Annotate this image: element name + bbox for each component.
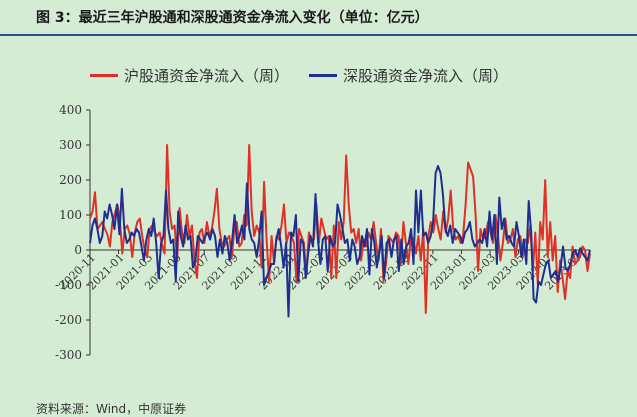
series-line-sz [89,165,591,318]
legend-label-sh: 沪股通资金净流入（周） [124,66,290,85]
legend-item-sh: 沪股通资金净流入（周） [90,65,289,86]
legend-swatch-sz [309,73,338,77]
chart-legend: 沪股通资金净流入（周） 深股通资金净流入（周） [90,64,528,86]
y-tick-label: 0 [74,243,82,257]
legend-item-sz: 深股通资金净流入（周） [309,65,508,86]
y-tick-label: 200 [59,173,82,187]
legend-swatch-sh [90,73,118,77]
chart-series [89,144,591,318]
legend-label-sz: 深股通资金净流入（周） [343,66,509,85]
y-tick-label: -300 [55,348,82,362]
y-tick-label: 100 [59,208,82,222]
page-title: 图 3：最近三年沪股通和深股通资金净流入变化（单位：亿元） [36,10,429,26]
y-tick-label: 300 [59,138,82,152]
source-note: 资料来源：Wind，中原证券 [36,402,187,416]
y-tick-label: 400 [59,103,82,117]
title-bar: 图 3：最近三年沪股通和深股通资金净流入变化（单位：亿元） [0,0,637,36]
y-tick-label: -100 [55,278,82,292]
y-tick-label: -200 [55,313,82,327]
